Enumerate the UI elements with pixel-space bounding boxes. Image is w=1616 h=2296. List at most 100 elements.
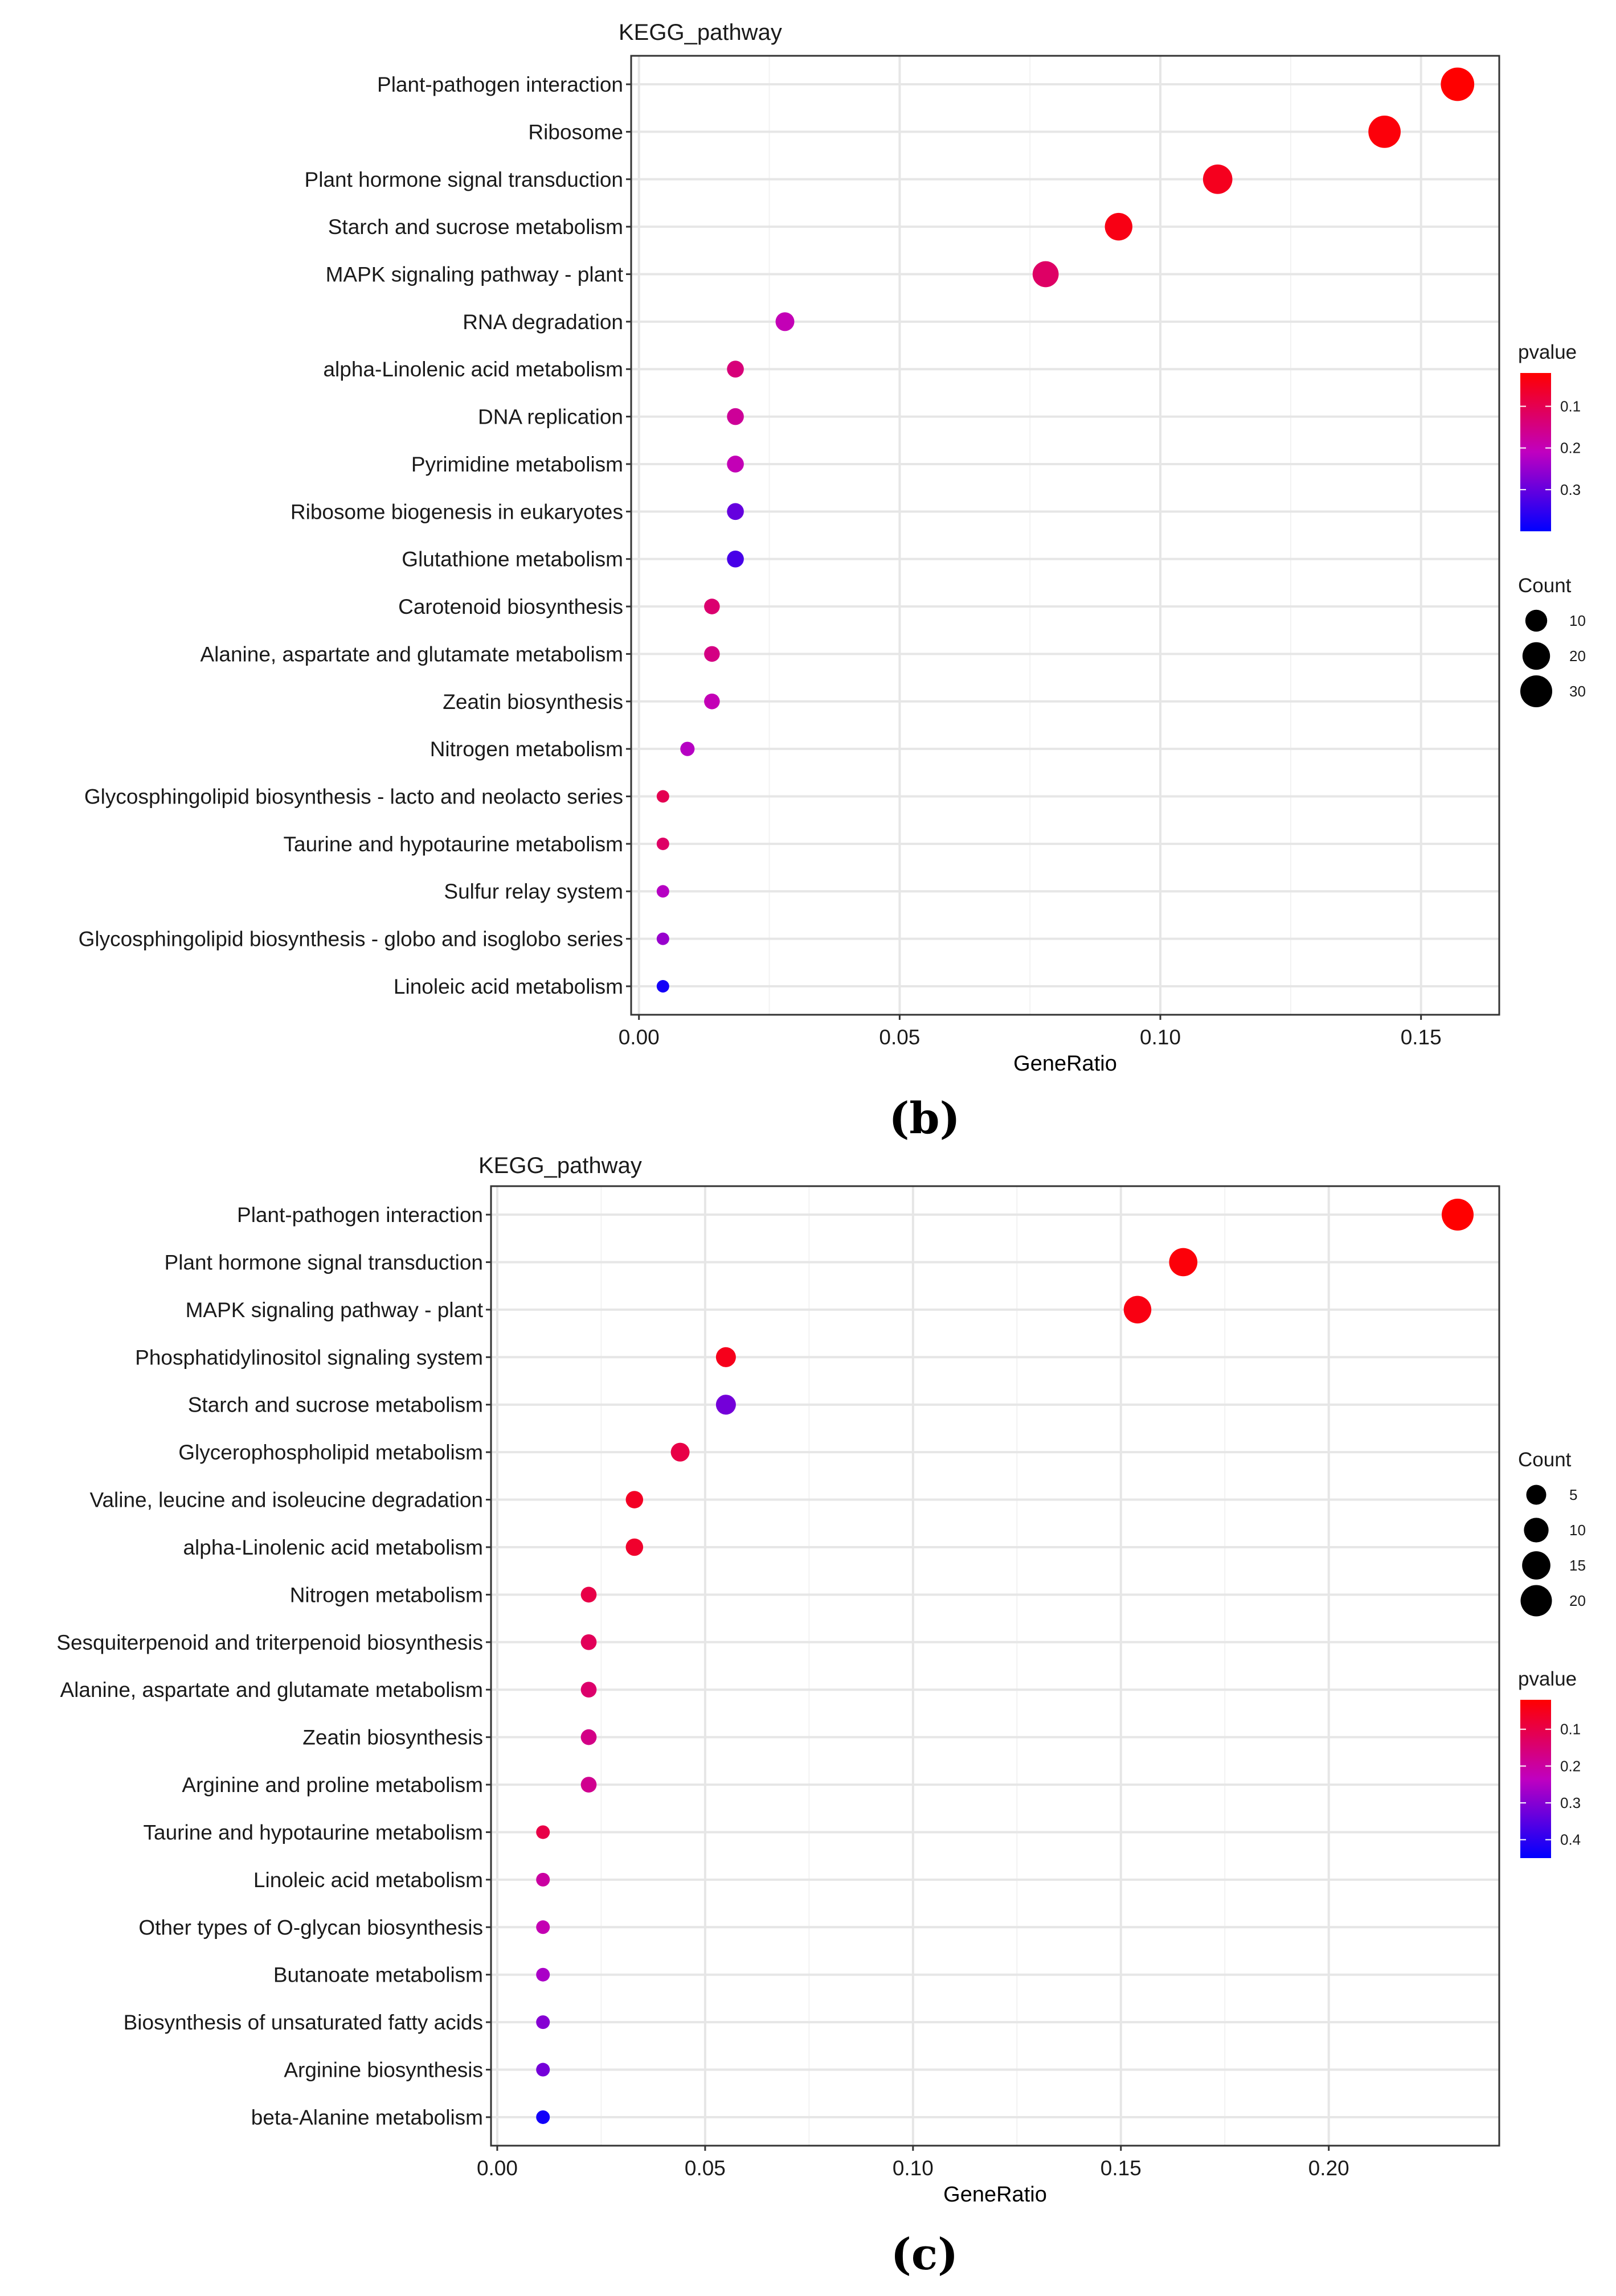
colorbar-label: 0.3 [1560,481,1581,498]
legend-title: pvalue [1518,1668,1577,1690]
data-point [536,1872,550,1887]
data-point [656,932,669,945]
colorbar-label: 0.3 [1560,1794,1581,1811]
data-point [704,646,720,662]
x-axis-title: GeneRatio [1013,1052,1117,1076]
size-key-label: 5 [1569,1486,1577,1503]
data-point [536,2063,550,2077]
colorbar [1520,1700,1551,1858]
y-tick-label: Pyrimidine metabolism [411,453,623,476]
data-point [656,790,669,803]
count-legend: Count 10 20 30 [1518,575,1586,708]
size-key-label: 20 [1569,647,1586,665]
x-tick-label: 0.00 [619,1026,660,1049]
colorbar [1520,373,1551,531]
data-point [625,1491,644,1508]
y-tick-label: Linoleic acid metabolism [394,975,623,998]
data-point [656,837,669,850]
plot-border [490,1185,1500,2147]
y-tick-label: Glycosphingolipid biosynthesis - globo a… [79,928,623,951]
data-point [656,979,669,993]
x-tick-label: 0.10 [893,2156,934,2180]
data-point [656,885,669,898]
size-key-label: 10 [1569,1522,1586,1539]
y-tick-label: Alanine, aspartate and glutamate metabol… [201,642,624,666]
data-point [727,550,744,568]
count-legend: Count 5 10 15 20 [1518,1449,1586,1617]
y-tick-label: Alanine, aspartate and glutamate metabol… [60,1678,484,1702]
colorbar-label: 0.1 [1560,1721,1581,1738]
y-tick-label: Plant hormone signal transduction [305,168,623,191]
size-key [1522,1551,1550,1580]
data-point [715,1395,736,1415]
data-point [727,456,744,473]
x-tick-label: 0.20 [1308,2156,1349,2180]
y-tick-label: Starch and sucrose metabolism [328,215,623,239]
data-point [727,360,744,378]
y-tick-label: DNA replication [478,405,623,429]
y-tick-label: Glutathione metabolism [402,548,623,571]
size-key-label: 30 [1569,683,1586,700]
x-tick-label: 0.05 [685,2156,726,2180]
y-tick-label: Zeatin biosynthesis [302,1726,483,1749]
y-tick-label: Arginine and proline metabolism [182,1773,483,1797]
plot-area [631,56,1499,1015]
chart-panel-c: KEGG_pathway Plant-pathogen interaction Pl… [56,1153,1586,2207]
y-tick-label: Taurine and hypotaurine metabolism [144,1821,483,1844]
data-point [580,1777,597,1793]
legend-title: Count [1518,1449,1572,1471]
y-tick-label: Glycosphingolipid biosynthesis - lacto a… [84,785,623,809]
colorbar-label: 0.2 [1560,1757,1581,1774]
chart-panel-b: KEGG_pathway Plant-pathogen interaction Ri… [79,20,1586,1076]
y-tick-label: Plant hormone signal transduction [165,1250,483,1274]
chart-title: KEGG_pathway [619,20,782,45]
size-key [1524,1518,1549,1543]
x-axis-title: GeneRatio [943,2183,1047,2207]
pvalue-legend: pvalue 0.1 0.2 0.3 0.4 [1518,1668,1581,1858]
x-tick-label: 0.00 [477,2156,518,2180]
size-key [1526,1485,1547,1505]
legend-title: pvalue [1518,341,1577,363]
data-point [536,2110,550,2124]
y-tick-label: Sesquiterpenoid and triterpenoid biosynt… [56,1631,483,1654]
data-point [727,408,744,425]
colorbar-label: 0.4 [1560,1831,1581,1848]
y-tick-label: Ribosome biogenesis in eukaryotes [291,500,623,523]
data-point [1032,261,1059,288]
data-point [1123,1295,1152,1324]
data-point [536,1825,550,1839]
data-point [704,598,720,614]
y-tick-label: MAPK signaling pathway - plant [186,1298,484,1322]
y-tick-label: Sulfur relay system [444,880,623,903]
y-tick-label: alpha-Linolenic acid metabolism [183,1536,483,1559]
x-tick-label: 0.15 [1100,2156,1142,2180]
x-tick-label: 0.15 [1401,1026,1442,1049]
y-tick-label: Zeatin biosynthesis [443,690,623,714]
plot-border [630,55,1500,1016]
y-tick-label: Plant-pathogen interaction [237,1203,483,1227]
data-point [670,1442,690,1462]
data-point [580,1586,597,1603]
colorbar-label: 0.1 [1560,398,1581,415]
data-point [1441,67,1475,101]
y-tick-label: MAPK signaling pathway - plant [326,263,624,286]
y-tick-label: Carotenoid biosynthesis [398,595,623,618]
size-key [1520,675,1553,708]
size-key [1522,642,1550,670]
x-tick-label: 0.05 [879,1026,920,1049]
colorbar-label: 0.2 [1560,440,1581,457]
size-key [1525,609,1548,632]
size-key [1520,1585,1552,1617]
y-tick-label: Butanoate metabolism [273,1963,483,1987]
data-point [1104,212,1133,241]
data-point [1368,116,1401,148]
legend-title: Count [1518,575,1572,597]
data-point [536,1967,550,1982]
y-tick-label: beta-Alanine metabolism [251,2106,483,2129]
pvalue-legend: pvalue 0.1 0.2 0.3 [1518,341,1581,531]
data-point [536,1920,550,1934]
y-tick-label: Phosphatidylinositol signaling system [135,1346,483,1369]
data-point [680,741,695,756]
